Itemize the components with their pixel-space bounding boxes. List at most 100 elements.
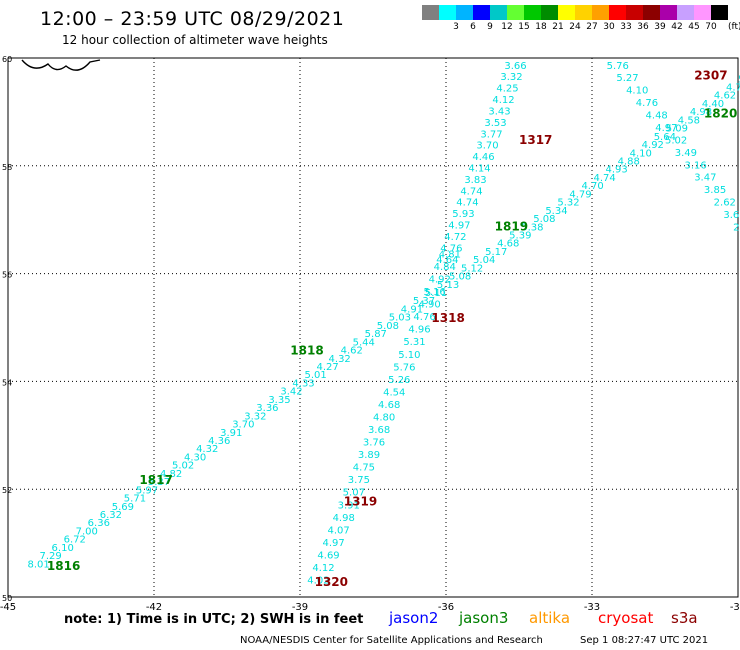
wave-height-value: 2.62 bbox=[714, 198, 736, 209]
wave-height-value: 4.82 bbox=[160, 469, 182, 480]
wave-height-value: 6.10 bbox=[52, 543, 74, 554]
page-subtitle: 12 hour collection of altimeter wave hei… bbox=[62, 33, 328, 47]
wave-height-value: 5.16 bbox=[424, 287, 446, 298]
wave-height-value: 5.87 bbox=[365, 329, 387, 340]
wave-height-value: 5.32 bbox=[557, 198, 579, 209]
legend-swatch bbox=[558, 5, 575, 20]
legend-swatch bbox=[490, 5, 507, 20]
footnote: note: 1) Time is in UTC; 2) SWH is in fe… bbox=[64, 612, 364, 627]
wave-height-value: 3.85 bbox=[704, 185, 726, 196]
wave-height-value: 4.32 bbox=[329, 354, 351, 365]
legend-swatch bbox=[456, 5, 473, 20]
wave-height-value: 3.66 bbox=[504, 61, 526, 72]
legend-label: 36 bbox=[637, 22, 649, 32]
wave-height-value: 4.10 bbox=[630, 148, 652, 159]
wave-height-value: 5.39 bbox=[509, 230, 531, 241]
wave-height-value: 4.30 bbox=[184, 452, 206, 463]
wave-height-value: 3.32 bbox=[500, 72, 522, 83]
wave-height-value: 4.64 bbox=[436, 255, 458, 266]
legend-swatch bbox=[575, 5, 592, 20]
wave-height-value: 4.97 bbox=[655, 123, 677, 134]
wave-height-value: 3.70 bbox=[476, 141, 498, 152]
wave-height-value: 3.89 bbox=[358, 450, 380, 461]
wave-height-value: 4.92 bbox=[429, 275, 451, 286]
wave-height-value: 4.58 bbox=[678, 115, 700, 126]
wave-height-value: 4.76 bbox=[440, 243, 462, 254]
wave-height-value: 4.75 bbox=[353, 463, 375, 474]
legend-swatch bbox=[609, 5, 626, 20]
pass-label: 1818 bbox=[290, 343, 323, 357]
wave-height-value: 5.64 bbox=[654, 132, 676, 143]
wave-height-value: 3.6 bbox=[723, 210, 739, 221]
wave-height-value: 4.10 bbox=[626, 86, 648, 97]
wave-height-value: 4.98 bbox=[690, 107, 712, 118]
legend-swatch bbox=[643, 5, 660, 20]
wave-height-value: 5.97 bbox=[136, 485, 158, 496]
wave-height-map: -45-42-39-36-33-305052545658608.017.296.… bbox=[0, 55, 740, 610]
wave-height-value: 5.76 bbox=[607, 61, 629, 72]
lon-tick-label: -33 bbox=[584, 602, 600, 610]
wave-height-value: 3.70 bbox=[232, 420, 254, 431]
wave-height-value: 3.35 bbox=[268, 395, 290, 406]
wave-height-value: 4.97 bbox=[448, 221, 470, 232]
legend-label: 39 bbox=[654, 22, 666, 32]
pass-label: 1820 bbox=[704, 106, 737, 120]
timestamp-text: Sep 1 08:27:47 UTC 2021 bbox=[580, 635, 709, 646]
legend-swatch bbox=[626, 5, 643, 20]
wave-height-value: 4.76 bbox=[413, 312, 435, 323]
wave-height-value: 5.27 bbox=[616, 73, 638, 84]
wave-height-value: 5.11 bbox=[425, 288, 447, 299]
wave-height-value: 4.68 bbox=[378, 400, 400, 411]
wave-height-value: 4.27 bbox=[316, 362, 338, 373]
wave-height-value: 5.07 bbox=[343, 488, 365, 499]
legend-label: 42 bbox=[671, 22, 683, 32]
wave-height-value: 6.72 bbox=[64, 535, 86, 546]
wave-height-value: 3.76 bbox=[363, 438, 385, 449]
wave-height-value: 5.08 bbox=[449, 272, 471, 283]
wave-height-value: 5.17 bbox=[485, 247, 507, 258]
legend-label: 12 bbox=[501, 22, 513, 32]
wave-height-value: 4.74 bbox=[456, 198, 478, 209]
wave-height-value: 4.25 bbox=[496, 84, 518, 95]
wave-height-value: 5.12 bbox=[461, 263, 483, 274]
lat-tick-label: 54 bbox=[2, 378, 12, 387]
lon-tick-label: -42 bbox=[146, 602, 162, 610]
lon-tick-label: -39 bbox=[292, 602, 308, 610]
coastline bbox=[21, 59, 101, 71]
lat-tick-label: 50 bbox=[2, 594, 12, 603]
legend-label: 21 bbox=[552, 22, 564, 32]
legend-label: 33 bbox=[620, 22, 632, 32]
wave-height-value: 5.02 bbox=[665, 135, 687, 146]
legend-swatch bbox=[711, 5, 728, 20]
wave-height-value: 4.69 bbox=[317, 550, 339, 561]
legend-swatch bbox=[524, 5, 541, 20]
legend-swatch bbox=[677, 5, 694, 20]
wave-height-value: 4.77 bbox=[726, 82, 740, 93]
wave-height-value: 4.68 bbox=[497, 239, 519, 250]
wave-height-value: 5.37 bbox=[413, 296, 435, 307]
pass-label: 1318 bbox=[431, 311, 464, 325]
legend-swatch bbox=[592, 5, 609, 20]
pass-label: 1317 bbox=[519, 133, 552, 147]
wave-height-value: 5.93 bbox=[452, 209, 474, 220]
lat-tick-label: 58 bbox=[2, 163, 12, 172]
wave-height-value: 5.69 bbox=[112, 502, 134, 513]
wave-height-value: 4.74 bbox=[593, 173, 615, 184]
wave-height-value: 4.92 bbox=[642, 140, 664, 151]
wave-height-value: 4.12 bbox=[492, 95, 514, 106]
wave-height-value: 3.91 bbox=[338, 500, 360, 511]
mission-label-s3a: s3a bbox=[671, 609, 698, 627]
pass-label: 1320 bbox=[315, 575, 348, 589]
legend-label: 18 bbox=[535, 22, 547, 32]
legend-swatch bbox=[541, 5, 558, 20]
wave-height-value: 5.6 bbox=[738, 74, 740, 85]
wave-height-value: 5.08 bbox=[377, 321, 399, 332]
wave-height-value: 4.70 bbox=[581, 181, 603, 192]
wave-height-value: 4.91 bbox=[401, 304, 423, 315]
legend-swatch bbox=[422, 5, 439, 20]
mission-label-cryosat: cryosat bbox=[598, 609, 654, 627]
wave-height-value: 4.97 bbox=[322, 538, 344, 549]
legend-label: 9 bbox=[487, 22, 493, 32]
legend-swatch bbox=[694, 5, 711, 20]
lat-tick-label: 60 bbox=[2, 55, 12, 64]
